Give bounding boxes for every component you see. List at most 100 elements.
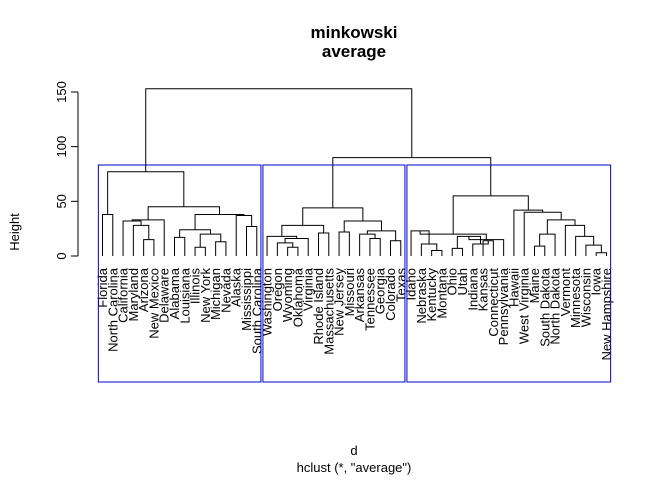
chart-title-line-2: average	[322, 42, 386, 61]
chart-subtitle: hclust (*, "average")	[297, 460, 412, 475]
leaf-label: Nevada	[218, 267, 233, 313]
leaf-label: Wisconsin	[578, 268, 593, 327]
chart-title-line-1: minkowski	[311, 23, 398, 42]
dendrogram-link	[420, 243, 438, 256]
dendrogram-link	[359, 233, 376, 256]
dendrogram-link	[145, 88, 413, 172]
leaf-label: North Carolina	[105, 267, 120, 352]
leaf-label: Vermont	[558, 268, 573, 317]
dendrogram-link	[287, 246, 299, 256]
leaf-label: New Jersey	[332, 268, 347, 336]
leaf-label: Mississippi	[239, 268, 254, 331]
dendrogram-link	[174, 236, 186, 256]
dendrogram-link	[215, 241, 227, 256]
dendrogram-link	[107, 171, 185, 215]
leaf-label: Minnesota	[568, 267, 583, 328]
leaf-label: West Virginia	[517, 267, 532, 344]
leaf-label: Oregon	[270, 268, 285, 311]
y-tick-label: 50	[54, 194, 69, 208]
dendrogram-link	[546, 219, 576, 235]
dendrogram-link	[199, 233, 222, 248]
leaf-label: Delaware	[157, 268, 172, 323]
leaf-label: Maryland	[126, 268, 141, 321]
leaf-label: Oklahoma	[290, 267, 305, 327]
dendrogram-link	[276, 242, 294, 256]
leaf-label: Kentucky	[424, 268, 439, 322]
leaf-label: Hawaii	[506, 268, 521, 307]
dendrogram-link	[390, 240, 402, 256]
leaf-label: Indiana	[465, 267, 480, 310]
y-axis-label: Height	[7, 213, 22, 251]
dendrogram-link	[575, 235, 595, 256]
dendrogram-link	[318, 232, 330, 256]
dendrogram-link	[246, 225, 258, 256]
y-tick-label: 100	[54, 136, 69, 158]
y-tick-label: 0	[54, 252, 69, 259]
dendrogram-link	[343, 220, 382, 232]
dendrogram-link	[281, 224, 325, 237]
leaf-label: Colorado	[383, 268, 398, 321]
leaf-label: Pennsylvania	[496, 267, 511, 345]
leaf-label: California	[116, 267, 131, 323]
leaf-label: New Hampshire	[599, 268, 614, 360]
dendrogram-link	[122, 220, 142, 256]
dendrogram-link	[431, 250, 443, 256]
dendrogram-tree	[102, 88, 607, 256]
dendrogram-link	[513, 209, 544, 256]
leaf-label: Michigan	[208, 268, 223, 320]
dendrogram-link	[131, 219, 165, 256]
cluster-rect	[262, 164, 406, 383]
cluster-rect	[97, 164, 262, 383]
leaf-label: North Dakota	[548, 267, 563, 344]
dendrogram-link	[266, 235, 298, 256]
cluster-rect	[406, 164, 612, 383]
dendrogram-link	[179, 229, 211, 238]
dendrogram-link	[534, 245, 546, 256]
leaf-label: Virginia	[301, 267, 316, 311]
leaf-label: Wyoming	[280, 268, 295, 322]
leaf-label: Alaska	[229, 267, 244, 307]
leaf-label: Louisiana	[177, 267, 192, 323]
dendrogram-link	[366, 230, 397, 241]
dendrogram-link	[143, 239, 155, 256]
dendrogram-link	[302, 207, 364, 226]
leaf-label: New Mexico	[146, 268, 161, 339]
y-tick-label: 150	[54, 81, 69, 103]
leaf-label: New York	[198, 268, 213, 323]
leaf-label: Montana	[434, 267, 449, 318]
dendrogram-link	[132, 224, 150, 256]
dendrogram-link	[338, 231, 350, 256]
dendrogram-link	[102, 213, 114, 256]
dendrogram-link	[585, 244, 602, 256]
leaf-label: Rhode Island	[311, 268, 326, 345]
dendrogram-link	[369, 238, 381, 256]
y-axis: 0 50 100 150	[54, 81, 79, 260]
dendrogram-link	[539, 233, 556, 256]
x-axis-label: d	[350, 443, 357, 458]
leaf-label: Nebraska	[414, 267, 429, 323]
dendrogram-link	[194, 246, 206, 256]
leaf-label: Illinois	[188, 268, 203, 305]
leaf-label: Maine	[527, 268, 542, 303]
leaf-label: Georgia	[373, 267, 388, 314]
leaf-label: Iowa	[589, 267, 604, 295]
dendrogram-link	[235, 215, 253, 256]
leaf-label: Missouri	[342, 268, 357, 317]
leaf-label: Alabama	[167, 267, 182, 319]
leaf-label: Massachusetts	[321, 268, 336, 355]
leaf-label: Tennessee	[362, 268, 377, 331]
leaf-label: Connecticut	[486, 268, 501, 337]
dendrogram-link	[468, 236, 505, 256]
leaf-label: Kansas	[476, 268, 491, 312]
dendrogram-link	[451, 247, 463, 256]
leaf-label: Utah	[455, 268, 470, 295]
leaf-label: Arizona	[136, 267, 151, 312]
dendrogram-link	[452, 195, 529, 235]
leaf-label: South Dakota	[537, 267, 552, 347]
dendrogram-link	[147, 206, 220, 220]
dendrogram-link	[564, 224, 586, 256]
leaf-label: Ohio	[445, 268, 460, 295]
dendrogram-link	[595, 252, 607, 256]
